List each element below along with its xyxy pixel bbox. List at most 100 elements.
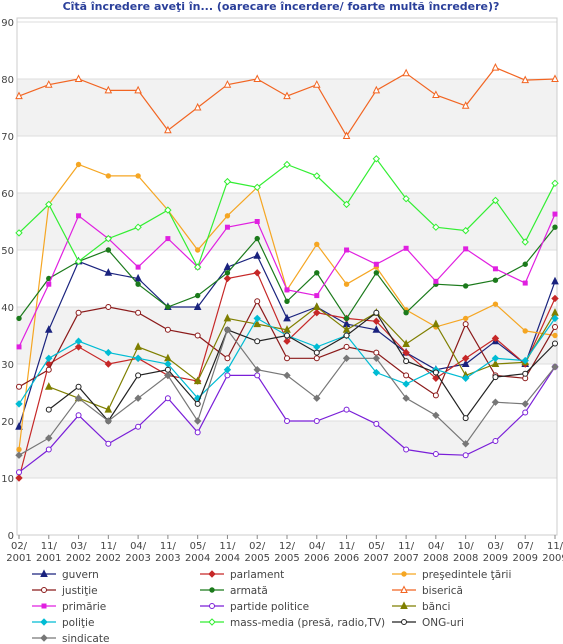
series-11 — [45, 309, 558, 424]
data-point — [403, 310, 409, 316]
x-tick-label: 02/2001 — [6, 541, 31, 564]
data-point — [134, 354, 142, 363]
data-point — [372, 354, 381, 363]
data-point — [492, 266, 498, 272]
x-tick-label: 11/2007 — [393, 541, 418, 564]
data-point — [284, 332, 290, 339]
plot-band — [17, 421, 557, 478]
data-point — [164, 206, 172, 214]
data-point — [223, 177, 232, 186]
legend-item: ONG-uri — [392, 617, 464, 629]
data-point — [75, 412, 82, 419]
x-tick-label-line: 2009 — [483, 553, 508, 564]
x-tick-label-line: 2006 — [334, 553, 359, 564]
legend-label: guvern — [62, 569, 99, 581]
x-tick-label-line: 11/ — [547, 541, 563, 552]
x-tick-label: 07/2009 — [512, 541, 537, 564]
x-tick-label-line: 04/ — [309, 541, 326, 552]
legend-label: ONG-uri — [422, 617, 464, 629]
data-point — [463, 246, 469, 252]
data-point — [254, 338, 261, 345]
data-point — [372, 368, 381, 377]
x-tick-label: 04/2008 — [423, 541, 448, 564]
data-point — [16, 469, 22, 476]
data-point — [74, 337, 83, 345]
data-point — [224, 372, 231, 379]
data-point — [402, 348, 410, 357]
data-point — [223, 80, 232, 88]
data-point — [521, 238, 529, 246]
data-point — [45, 200, 53, 209]
legend-label: partide politice — [230, 601, 309, 613]
y-tick-label: 0 — [8, 531, 14, 542]
data-point — [313, 418, 320, 424]
data-point — [74, 257, 83, 266]
data-point — [284, 355, 290, 362]
x-tick-label-line: 2001 — [6, 553, 31, 564]
data-point — [552, 332, 558, 339]
x-tick-label-line: 12/ — [279, 541, 296, 552]
data-point — [372, 325, 381, 333]
x-tick-label-line: 2003 — [155, 553, 180, 564]
data-point — [164, 326, 171, 333]
data-point — [46, 281, 52, 287]
data-point — [45, 366, 52, 373]
x-tick-label-line: 2007 — [364, 553, 389, 564]
data-point — [254, 219, 260, 224]
x-tick-label-line: 2005 — [274, 553, 299, 564]
data-point — [44, 325, 53, 333]
data-point — [461, 374, 470, 382]
legend-item: bănci — [392, 601, 450, 613]
data-point — [223, 326, 232, 334]
data-point — [551, 363, 559, 371]
legend-label: preşedintele ţării — [422, 569, 511, 581]
data-point — [134, 223, 142, 231]
legend-item: mass-media (presă, radio,TV) — [200, 617, 385, 629]
data-point — [432, 451, 439, 458]
data-point — [74, 394, 83, 402]
data-point — [462, 452, 469, 459]
legend-swatch-marker — [400, 585, 408, 593]
x-tick-label: 10/2008 — [453, 541, 478, 564]
data-point — [491, 196, 500, 205]
data-point — [342, 131, 351, 139]
x-tick-label: 02/2005 — [244, 541, 269, 564]
data-point — [461, 226, 470, 235]
data-point — [193, 263, 202, 271]
y-tick-label: 90 — [1, 18, 14, 29]
data-point — [104, 348, 113, 357]
legend-item: guvern — [32, 569, 99, 581]
data-point — [16, 344, 22, 350]
data-point — [164, 395, 171, 402]
data-point — [224, 355, 231, 362]
data-point — [283, 313, 291, 322]
data-point — [194, 332, 201, 339]
legend-swatch-marker — [40, 569, 48, 577]
x-tick-label: 11/2003 — [155, 541, 180, 564]
data-point — [223, 262, 232, 271]
data-point — [104, 85, 113, 94]
chart-title: Cîtă încredere aveţi în... (oarecare înc… — [63, 0, 500, 13]
legend-item: biserică — [392, 585, 463, 597]
legend-swatch-marker — [209, 603, 215, 609]
data-point — [253, 74, 262, 82]
data-point — [521, 356, 529, 365]
legend-item: parlament — [200, 569, 284, 581]
data-point — [164, 366, 171, 373]
data-point — [253, 183, 261, 192]
data-point — [15, 91, 23, 100]
data-point — [314, 270, 320, 276]
data-point — [134, 342, 142, 350]
data-point — [16, 383, 22, 390]
data-point — [75, 309, 82, 316]
x-tick-label-line: 2009 — [542, 553, 563, 564]
data-point — [403, 358, 410, 365]
x-tick-label-line: 2004 — [215, 553, 240, 564]
data-point — [432, 369, 439, 376]
data-point — [344, 247, 350, 253]
data-point — [104, 234, 113, 243]
data-point — [44, 80, 53, 88]
data-point — [224, 224, 230, 230]
x-tick-label: 11/2004 — [215, 541, 240, 564]
data-point — [193, 102, 202, 111]
